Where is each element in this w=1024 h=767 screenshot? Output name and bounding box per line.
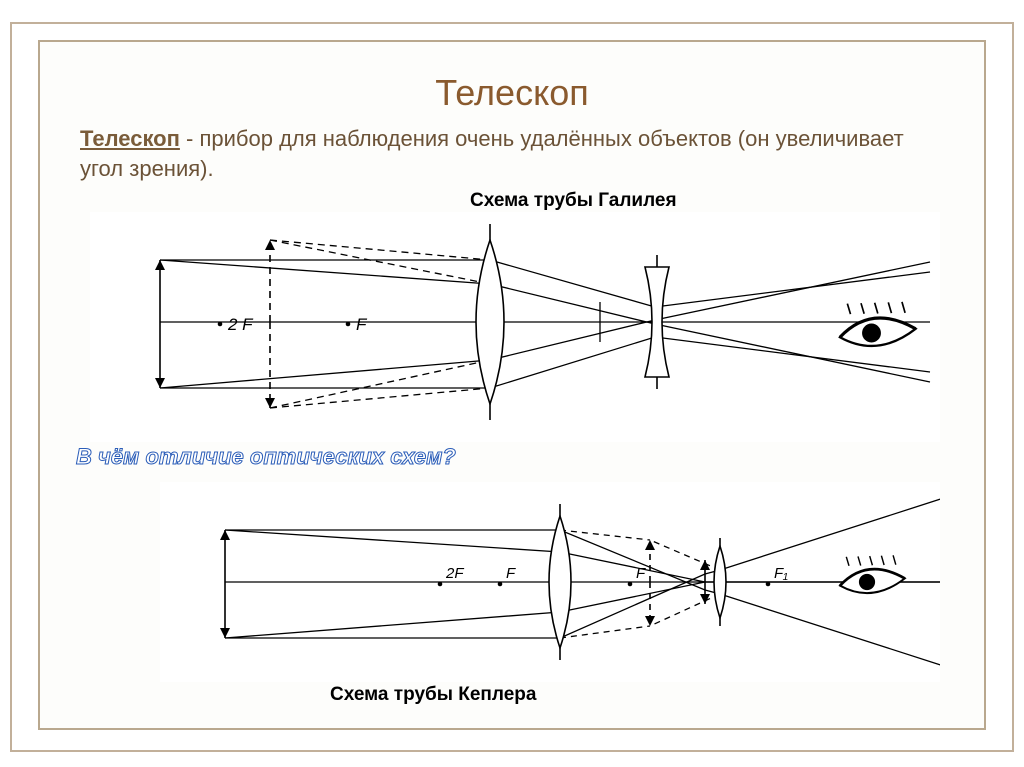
svg-text:F: F [506,565,516,582]
inner-frame: Телескоп Телескоп - прибор для наблюдени… [38,40,986,730]
diagram-kepler: 2F F F F₁ [160,482,940,682]
definition-rest: - прибор для наблюдения очень удалённых … [80,126,904,181]
svg-text:2 F: 2 F [227,315,254,334]
svg-text:F: F [356,315,368,334]
svg-text:F: F [636,565,646,582]
svg-galileo: 2 F F [90,212,940,442]
caption-galileo: Схема трубы Галилея [470,190,677,212]
svg-kepler: 2F F F F₁ [160,482,940,682]
question-text: В чём отличие оптических схем? [76,444,456,470]
definition-text: Телескоп - прибор для наблюдения очень у… [80,124,944,183]
page-title: Телескоп [435,72,589,114]
svg-text:F₁: F₁ [774,565,788,582]
diagram-galileo: 2 F F [90,212,940,442]
caption-kepler: Схема трубы Кеплера [330,684,536,706]
svg-text:2F: 2F [445,565,464,582]
term: Телескоп [80,126,180,151]
